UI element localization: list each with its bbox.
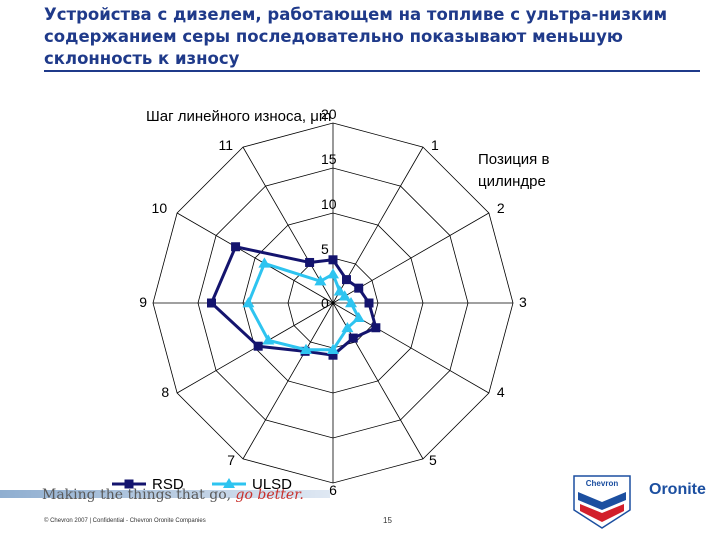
legend-marker bbox=[223, 478, 235, 488]
data-point-ulsd bbox=[258, 257, 271, 268]
data-point-rsd bbox=[328, 255, 338, 265]
chevron-logo-text: Chevron bbox=[586, 479, 619, 488]
data-point-ulsd bbox=[345, 297, 357, 308]
tick-label: 5 bbox=[321, 241, 329, 257]
category-label: 3 bbox=[519, 294, 527, 310]
category-label: 9 bbox=[139, 294, 147, 310]
data-point-rsd bbox=[371, 323, 381, 333]
data-point-ulsd bbox=[341, 321, 354, 333]
legend-marker bbox=[124, 479, 134, 489]
grid-spoke bbox=[176, 212, 334, 304]
axis-title-line: Позиция в bbox=[478, 151, 549, 168]
category-label: 7 bbox=[227, 452, 235, 468]
data-point-rsd bbox=[253, 341, 263, 351]
category-label: 5 bbox=[429, 452, 437, 468]
data-point-rsd bbox=[342, 275, 351, 285]
data-point-ulsd bbox=[338, 290, 351, 301]
category-label: 4 bbox=[497, 384, 505, 400]
legend-label: RSD bbox=[152, 476, 184, 493]
grid-spoke bbox=[242, 302, 334, 460]
footer-tagline: Making the things that go, go better. bbox=[42, 487, 304, 503]
copyright-notice: © Chevron 2007 | Confidential - Chevron … bbox=[44, 518, 206, 524]
category-label: 2 bbox=[497, 200, 505, 216]
chart-legend: RSD ULSD bbox=[112, 476, 292, 493]
chart-title: Шаг линейного износа, μm bbox=[146, 108, 331, 125]
data-point-ulsd bbox=[352, 311, 365, 323]
category-label: 1 bbox=[431, 137, 439, 153]
data-point-rsd bbox=[207, 298, 216, 308]
data-point-ulsd bbox=[300, 343, 312, 354]
footer-bar bbox=[0, 490, 330, 498]
legend-label: ULSD bbox=[252, 476, 292, 493]
category-label: 10 bbox=[152, 200, 168, 216]
data-point-ulsd bbox=[242, 297, 255, 308]
data-point-rsd bbox=[354, 283, 364, 293]
chevron-logo-icon: Chevron bbox=[573, 475, 631, 529]
tick-label: 20 bbox=[321, 106, 337, 122]
grid-spoke bbox=[242, 146, 334, 304]
data-point-rsd bbox=[305, 257, 315, 267]
tick-label: 0 bbox=[321, 295, 329, 311]
radar-series bbox=[207, 242, 381, 360]
tagline-start: Making the things that go, bbox=[42, 487, 236, 503]
data-point-rsd bbox=[231, 242, 241, 252]
category-label: 6 bbox=[329, 482, 337, 498]
data-point-ulsd bbox=[333, 285, 346, 296]
data-point-ulsd bbox=[327, 268, 339, 279]
data-point-rsd bbox=[364, 298, 374, 308]
slide-title: Устройства с дизелем, работающем на топл… bbox=[44, 5, 668, 68]
page-number: 15 bbox=[383, 516, 392, 525]
axis-title-line: цилиндре bbox=[478, 173, 546, 190]
tick-label: 15 bbox=[321, 151, 337, 167]
tick-label: 10 bbox=[321, 196, 337, 212]
data-point-ulsd bbox=[262, 334, 275, 345]
title-divider bbox=[44, 70, 700, 72]
data-point-rsd bbox=[328, 350, 338, 360]
category-label: 11 bbox=[218, 137, 233, 153]
category-label: 8 bbox=[161, 384, 169, 400]
data-point-ulsd bbox=[327, 343, 339, 354]
tagline-accent: go better. bbox=[235, 487, 304, 503]
brand-name: Oronite bbox=[649, 481, 706, 498]
data-point-ulsd bbox=[314, 275, 327, 286]
data-point-rsd bbox=[348, 333, 358, 343]
